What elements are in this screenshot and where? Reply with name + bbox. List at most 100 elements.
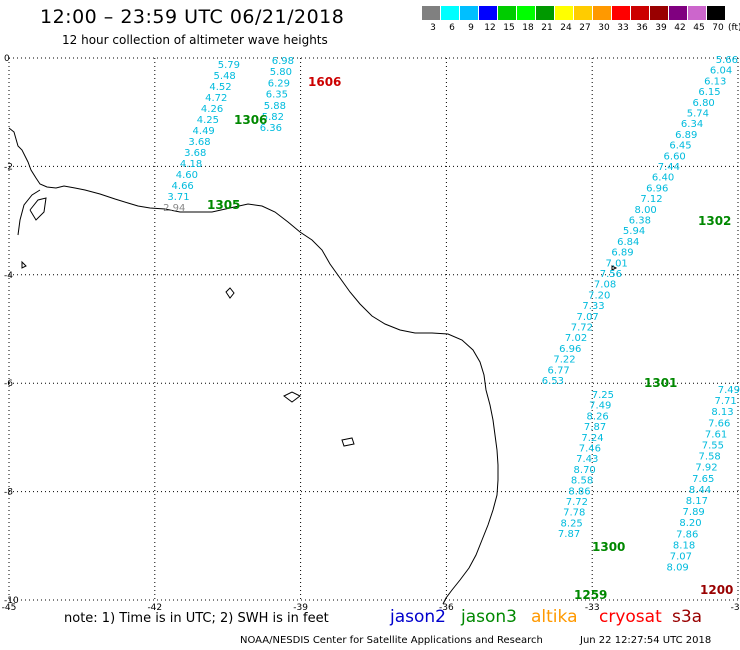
page-title: 12:00 – 23:59 UTC 06/21/2018 — [40, 6, 345, 28]
wave-height-value: 7.78 — [563, 508, 585, 519]
lat-tick-label: -8 — [4, 488, 13, 498]
wave-height-value: 6.04 — [710, 66, 732, 77]
legend-label: 3 — [430, 23, 436, 33]
legend-swatch — [441, 6, 460, 20]
wave-height-value: 7.61 — [705, 429, 727, 440]
legend-unit: (ft) — [728, 23, 740, 33]
wave-height-value: 7.01 — [606, 258, 628, 269]
legend-label: 45 — [693, 23, 705, 33]
pass-time-label: 1301 — [644, 376, 677, 390]
satellite-jason2: jason2 — [390, 607, 446, 627]
wave-height-value: 6.35 — [266, 90, 288, 101]
wave-height-value: 7.86 — [676, 529, 698, 540]
wave-height-value: 7.12 — [640, 194, 662, 205]
legend-swatch — [612, 6, 631, 20]
map-axis-ticks: -45 -42 -39 -36 -33 -30 0 -2 -4 -6 -8 -10 — [2, 54, 740, 610]
pass-time-label: 1306 — [234, 113, 267, 127]
legend-label: 18 — [522, 23, 534, 33]
wave-height-value: 8.86 — [568, 486, 590, 497]
island — [21, 260, 618, 447]
wave-height-value: 6.98 — [272, 56, 294, 67]
wave-height-value: 5.82 — [262, 112, 284, 123]
legend-label: 33 — [617, 23, 629, 33]
legend-swatch — [688, 6, 707, 20]
pass-time-label: 1200 — [700, 583, 733, 597]
legend-label: 39 — [655, 23, 667, 33]
legend-label: 24 — [560, 23, 572, 33]
generated-timestamp: Jun 22 12:27:54 UTC 2018 — [580, 635, 712, 646]
wave-height-value: 8.18 — [673, 540, 695, 551]
wave-height-value: 8.09 — [667, 563, 689, 574]
legend-label: 36 — [636, 23, 648, 33]
legend-label: 21 — [541, 23, 553, 33]
wave-height-value: 5.79 — [218, 60, 240, 71]
wave-height-value: 7.22 — [553, 355, 575, 366]
legend-swatch — [422, 6, 441, 20]
wave-height-value: 2.94 — [163, 203, 185, 214]
wave-height-value: 7.24 — [581, 433, 603, 444]
wave-height-value: 4.60 — [176, 170, 198, 181]
wave-height-value: 5.94 — [623, 226, 645, 237]
satellite-jason3: jason3 — [461, 607, 517, 627]
legend-swatch — [555, 6, 574, 20]
wave-height-value: 7.89 — [683, 507, 705, 518]
wave-height-value: 7.55 — [702, 441, 724, 452]
legend-swatch — [669, 6, 688, 20]
legend-swatch — [574, 6, 593, 20]
wave-height-value: 7.20 — [588, 290, 610, 301]
lon-tick-label: -39 — [293, 603, 308, 610]
wave-height-value: 7.08 — [594, 280, 616, 291]
legend-label: 42 — [674, 23, 686, 33]
legend-label: 9 — [468, 23, 474, 33]
wave-height-value: 7.07 — [577, 312, 599, 323]
legend-swatch — [498, 6, 517, 20]
page-subtitle: 12 hour collection of altimeter wave hei… — [62, 33, 328, 47]
wave-height-value: 6.45 — [669, 141, 691, 152]
satellite-altika: altika — [531, 607, 578, 627]
wave-height-value: 7.92 — [695, 463, 717, 474]
legend-label: 27 — [579, 23, 591, 33]
wave-height-value: 7.72 — [566, 497, 588, 508]
wave-height-value: 7.58 — [699, 452, 721, 463]
wave-height-value: 7.43 — [576, 454, 598, 465]
wave-height-value: 7.65 — [692, 474, 714, 485]
legend-swatch — [517, 6, 536, 20]
wave-height-value: 6.29 — [268, 78, 290, 89]
wave-height-value: 7.25 — [592, 390, 614, 401]
wave-height-value: 7.66 — [708, 418, 730, 429]
wave-height-value: 7.87 — [584, 422, 606, 433]
wave-height-value: 4.18 — [180, 159, 202, 170]
wave-height-value: 3.68 — [188, 137, 210, 148]
wave-height-value: 7.49 — [589, 401, 611, 412]
lat-tick-label: -2 — [4, 162, 13, 172]
wave-height-value: 5.74 — [687, 109, 709, 120]
wave-height-value: 7.46 — [579, 444, 601, 455]
wave-height-value: 6.89 — [611, 248, 633, 259]
pass-time-label: 1300 — [592, 540, 625, 554]
wave-height-value: 5.66 — [716, 55, 738, 66]
coastline-shelf — [17, 189, 47, 236]
wave-height-value: 8.20 — [679, 518, 701, 529]
wave-height-value: 6.13 — [704, 76, 726, 87]
lat-tick-label: -4 — [4, 271, 13, 281]
lon-tick-label: -33 — [585, 603, 600, 610]
wave-height-value: 8.70 — [574, 465, 596, 476]
pass-time-labels: 1606 1306 1305 1302 1301 1300 1259 1200 — [207, 75, 733, 602]
lon-tick-label: -42 — [147, 603, 162, 610]
wave-height-value: 6.80 — [693, 98, 715, 109]
wave-measurements: 6.985.806.296.355.885.826.36 5.795.484.52… — [163, 55, 740, 574]
wave-height-value: 6.77 — [548, 365, 570, 376]
wave-height-value: 8.13 — [711, 407, 733, 418]
legend-label: 12 — [484, 23, 496, 33]
legend-swatch — [593, 6, 612, 20]
wave-height-value: 7.71 — [715, 396, 737, 407]
wave-height-map[interactable]: -45-42-39-36-33-300-2-4-6-8-10 6.985.806… — [0, 0, 740, 610]
wave-height-value: 4.26 — [201, 104, 223, 115]
legend-label: 15 — [503, 23, 515, 33]
wave-height-value: 8.25 — [561, 518, 583, 529]
wave-height-value: 3.71 — [167, 192, 189, 203]
wave-height-value: 6.40 — [652, 173, 674, 184]
wave-height-value: 7.72 — [571, 323, 593, 334]
wave-height-value: 7.49 — [718, 385, 740, 396]
wave-height-value: 8.44 — [689, 485, 711, 496]
